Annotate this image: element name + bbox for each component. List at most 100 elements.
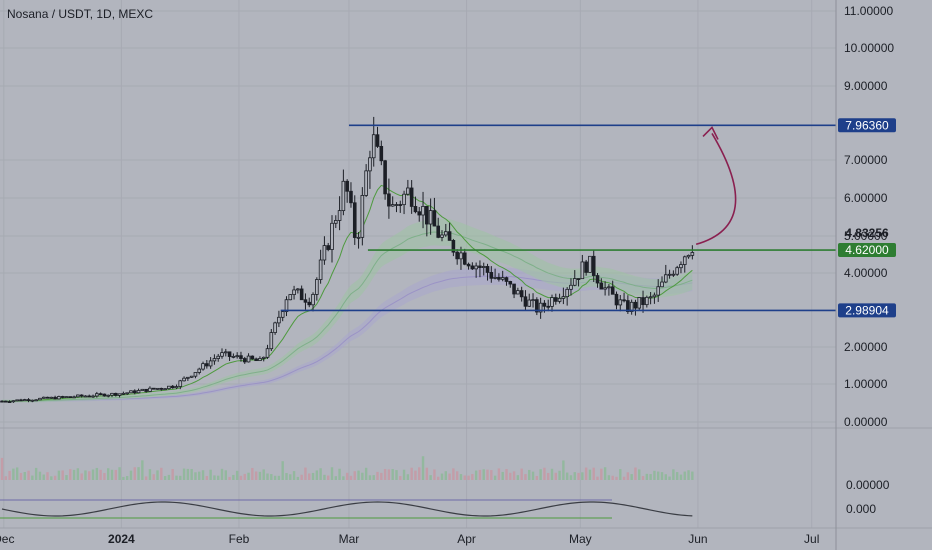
volume-bar xyxy=(482,469,485,480)
volume-bar xyxy=(289,474,292,480)
candle-body xyxy=(261,356,266,359)
volume-bar xyxy=(137,467,140,480)
candle-body xyxy=(542,302,547,307)
volume-bar xyxy=(433,469,436,480)
volume-bar xyxy=(421,456,425,480)
candle-body xyxy=(49,396,54,399)
volume-bar xyxy=(474,470,478,480)
candle-body xyxy=(45,396,50,399)
volume-bar xyxy=(425,467,429,480)
candle-body xyxy=(591,255,596,276)
candle-body xyxy=(341,180,346,212)
volume-bar xyxy=(619,469,622,480)
volume-bar xyxy=(19,472,23,480)
volume-bar xyxy=(645,473,649,480)
candle-body xyxy=(557,297,562,302)
volume-bar xyxy=(596,476,599,480)
volume-bar xyxy=(444,471,447,480)
volume-bar xyxy=(144,476,148,480)
candle-body xyxy=(273,322,277,333)
volume-bar xyxy=(304,467,307,480)
volume-bar xyxy=(387,469,391,480)
candle-body xyxy=(288,294,293,301)
volume-bar xyxy=(634,467,637,480)
volume-bar xyxy=(657,471,660,480)
volume-bar xyxy=(65,475,68,480)
volume-bar xyxy=(691,471,694,480)
volume-bar xyxy=(224,470,227,480)
candle-body xyxy=(60,396,65,398)
time-tick: Feb xyxy=(229,532,250,546)
candle-body xyxy=(242,358,247,363)
candle-body xyxy=(7,401,12,403)
candle-body xyxy=(595,275,600,284)
candle-body xyxy=(432,210,437,227)
volume-bar xyxy=(414,470,417,480)
candle-body xyxy=(390,204,395,207)
candle-body xyxy=(15,399,19,402)
volume-bar xyxy=(440,473,444,480)
candle-body xyxy=(417,211,422,216)
candle-body xyxy=(132,390,137,394)
candle-body xyxy=(421,205,425,216)
candle-body xyxy=(614,293,619,306)
time-tick: Dec xyxy=(0,532,14,546)
volume-bar xyxy=(186,468,190,480)
price-tick: 6.00000 xyxy=(844,191,888,205)
volume-bar xyxy=(8,470,11,480)
volume-bar xyxy=(296,476,300,480)
candle-body xyxy=(0,400,4,403)
volume-bar xyxy=(107,468,110,480)
candle-body xyxy=(91,395,95,398)
candle-body xyxy=(459,252,463,260)
volume-bar xyxy=(463,475,466,480)
candle-body xyxy=(76,394,80,398)
volume-bar xyxy=(516,475,520,480)
volume-bar xyxy=(50,476,53,480)
candle-body xyxy=(428,210,433,225)
candle-body xyxy=(174,386,179,389)
candle-body xyxy=(360,195,365,238)
candle-body xyxy=(553,297,558,302)
candle-body xyxy=(333,220,338,224)
price-tick: 5.00000 xyxy=(844,229,888,243)
volume-bar xyxy=(493,475,497,480)
candle-body xyxy=(235,355,239,358)
candle-body xyxy=(527,299,532,307)
candle-body xyxy=(371,134,376,159)
candle-body xyxy=(462,252,467,265)
volume-bar xyxy=(581,472,584,480)
time-tick: Jul xyxy=(804,532,819,546)
candle-body xyxy=(603,287,607,290)
volume-bar xyxy=(308,473,311,480)
candle-body xyxy=(516,290,520,295)
volume-bar xyxy=(95,467,99,480)
candle-body xyxy=(394,204,399,206)
volume-bar xyxy=(319,468,322,480)
volume-bar xyxy=(520,468,523,480)
volume-bar xyxy=(12,468,15,480)
candle-body xyxy=(387,193,391,207)
volume-bar xyxy=(125,476,129,480)
volume-bar xyxy=(110,469,114,480)
price-tick: 11.00000 xyxy=(844,4,893,18)
volume-bar xyxy=(160,467,163,480)
volume-bar xyxy=(171,469,174,480)
candle-body xyxy=(349,190,353,204)
volume-bar xyxy=(338,468,341,480)
volume-bar xyxy=(273,475,277,480)
level-tag-resistance xyxy=(838,118,896,133)
candle-body xyxy=(478,265,482,268)
candle-body xyxy=(663,274,668,283)
volume-bar xyxy=(611,475,614,480)
candle-body xyxy=(535,299,539,313)
volume-bar xyxy=(31,475,34,480)
candle-body xyxy=(337,210,342,221)
candle-body xyxy=(30,399,35,402)
candle-body xyxy=(648,296,653,299)
candle-body xyxy=(679,264,683,269)
volume-bar xyxy=(539,469,542,480)
candle-body xyxy=(26,399,31,402)
candle-body xyxy=(121,392,126,395)
